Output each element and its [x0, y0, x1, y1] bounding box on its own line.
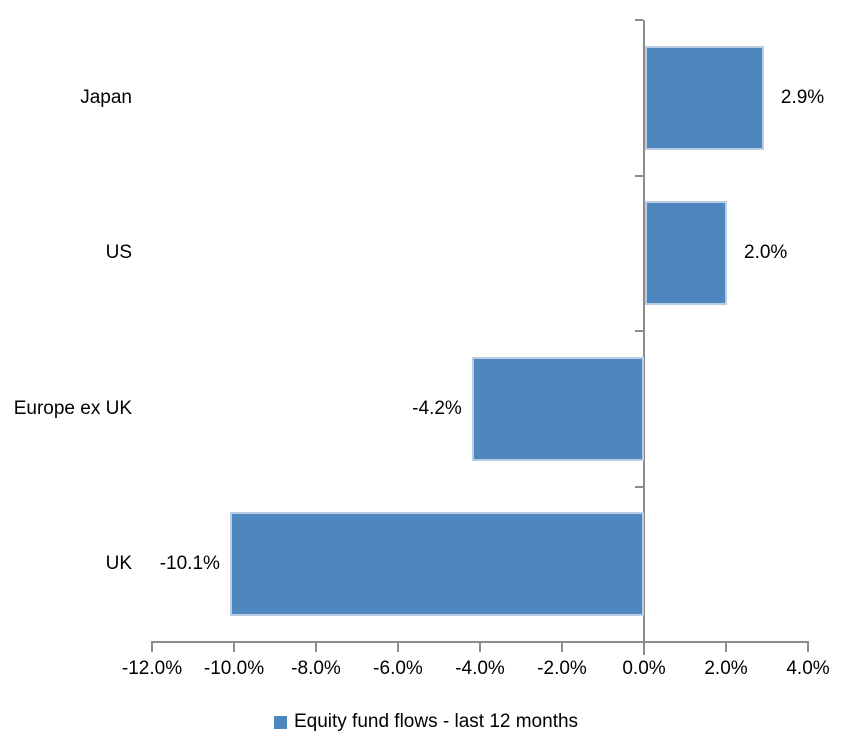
y-tick [635, 641, 643, 643]
x-tick-label: -6.0% [373, 658, 423, 679]
category-label: Europe ex UK [13, 397, 132, 419]
x-tick [151, 641, 153, 652]
bar [645, 201, 727, 306]
y-tick [635, 174, 643, 177]
x-tick-label: 2.0% [704, 658, 748, 679]
x-tick [807, 641, 809, 652]
y-tick [635, 19, 643, 21]
value-axis-line [643, 20, 645, 655]
data-label: -10.1% [159, 553, 220, 575]
y-tick [635, 485, 643, 488]
x-tick [561, 641, 563, 652]
x-tick-label: 0.0% [622, 658, 666, 679]
y-tick [635, 330, 643, 332]
x-tick [725, 641, 727, 652]
bar [229, 512, 644, 617]
x-tick-label: -10.0% [203, 658, 265, 679]
x-tick [643, 641, 645, 652]
legend-marker-icon [273, 715, 287, 729]
bar [645, 45, 764, 150]
category-label: UK [105, 553, 132, 575]
x-tick [479, 641, 481, 652]
x-tick-label: -8.0% [291, 658, 341, 679]
legend-label: Equity fund flows - last 12 months [293, 711, 579, 732]
category-label: US [105, 242, 132, 264]
legend: Equity fund flows - last 12 months [0, 708, 852, 736]
x-tick [315, 641, 317, 652]
x-tick [233, 641, 235, 652]
x-tick-label: -12.0% [121, 658, 183, 679]
x-tick-label: -4.0% [455, 658, 505, 679]
data-label: -4.2% [412, 397, 462, 419]
bar [471, 356, 644, 461]
x-tick-label: -2.0% [537, 658, 587, 679]
category-label: Japan [80, 86, 132, 108]
data-label: 2.9% [780, 86, 825, 108]
x-tick [397, 641, 399, 652]
data-label: 2.0% [744, 242, 788, 264]
x-tick-label: 4.0% [786, 658, 830, 679]
